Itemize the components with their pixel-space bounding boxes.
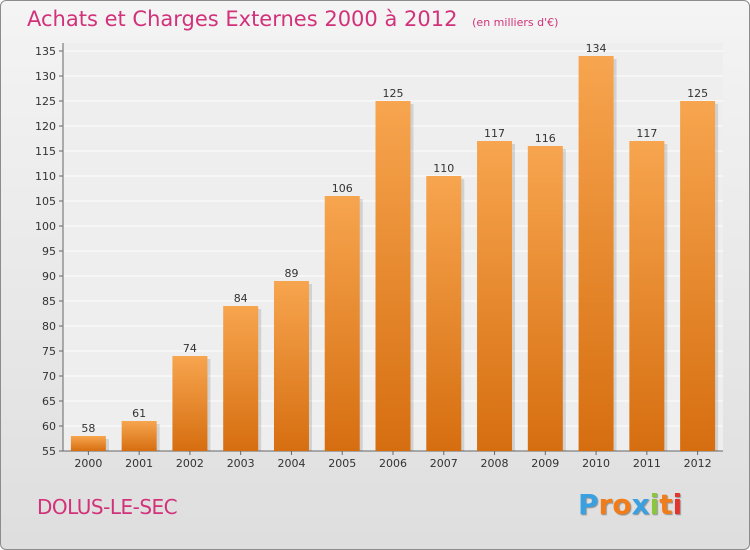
bar	[121, 421, 157, 451]
bar-value-label: 74	[183, 342, 197, 355]
bar	[629, 141, 665, 451]
y-tick-label: 100	[35, 220, 56, 233]
bar-value-label: 117	[636, 127, 657, 140]
y-tick-label: 130	[35, 70, 56, 83]
y-tick-label: 55	[42, 445, 56, 458]
x-tick-label: 2005	[328, 457, 356, 470]
bar	[172, 356, 208, 451]
y-tick-label: 110	[35, 170, 56, 183]
x-tick-label: 2009	[531, 457, 559, 470]
bar	[578, 56, 614, 451]
y-tick-label: 65	[42, 395, 56, 408]
bar-value-label: 134	[586, 42, 607, 55]
y-tick-label: 90	[42, 270, 56, 283]
x-tick-label: 2011	[633, 457, 661, 470]
logo-letter: r	[598, 488, 613, 521]
x-tick-label: 2010	[582, 457, 610, 470]
logo-letter: P	[578, 488, 599, 521]
y-tick-label: 135	[35, 45, 56, 58]
bar-value-label: 116	[535, 132, 556, 145]
bar-value-label: 125	[383, 87, 404, 100]
y-tick-label: 60	[42, 420, 56, 433]
bar-value-label: 61	[132, 407, 146, 420]
y-tick-label: 105	[35, 195, 56, 208]
bar-value-label: 106	[332, 182, 353, 195]
bar	[477, 141, 513, 451]
x-tick-label: 2008	[481, 457, 509, 470]
y-tick-label: 95	[42, 245, 56, 258]
x-tick-label: 2001	[125, 457, 153, 470]
bar-value-label: 84	[234, 292, 248, 305]
place-name: DOLUS-LE-SEC	[37, 495, 178, 519]
bar	[680, 101, 716, 451]
x-tick-label: 2002	[176, 457, 204, 470]
y-tick-label: 120	[35, 120, 56, 133]
bar	[324, 196, 360, 451]
bar	[273, 281, 309, 451]
logo-letter: i	[649, 488, 660, 521]
bar	[70, 436, 106, 451]
logo-letter: x	[631, 488, 650, 521]
bar-value-label: 117	[484, 127, 505, 140]
x-tick-label: 2004	[277, 457, 305, 470]
chart-unit: (en milliers d'€)	[472, 16, 559, 29]
logo-letter: o	[612, 488, 632, 521]
y-tick-label: 125	[35, 95, 56, 108]
x-tick-label: 2012	[684, 457, 712, 470]
proxiti-logo: Proxiti	[578, 488, 682, 528]
chart-title: Achats et Charges Externes 2000 à 2012 (…	[27, 7, 558, 31]
bar-value-label: 110	[433, 162, 454, 175]
bar	[223, 306, 259, 451]
y-tick-label: 70	[42, 370, 56, 383]
x-tick-label: 2000	[74, 457, 102, 470]
bar	[426, 176, 462, 451]
y-tick-label: 75	[42, 345, 56, 358]
bar-value-label: 89	[284, 267, 298, 280]
bar-value-label: 125	[687, 87, 708, 100]
chart-title-text: Achats et Charges Externes 2000 à 2012	[27, 7, 458, 31]
bar-value-label: 58	[81, 422, 95, 435]
x-tick-label: 2006	[379, 457, 407, 470]
logo-letter: i	[672, 488, 683, 521]
x-tick-label: 2003	[227, 457, 255, 470]
y-tick-label: 80	[42, 320, 56, 333]
bar	[375, 101, 411, 451]
logo-letter: t	[659, 488, 673, 521]
y-tick-label: 85	[42, 295, 56, 308]
y-tick-label: 115	[35, 145, 56, 158]
bar	[527, 146, 563, 451]
x-tick-label: 2007	[430, 457, 458, 470]
